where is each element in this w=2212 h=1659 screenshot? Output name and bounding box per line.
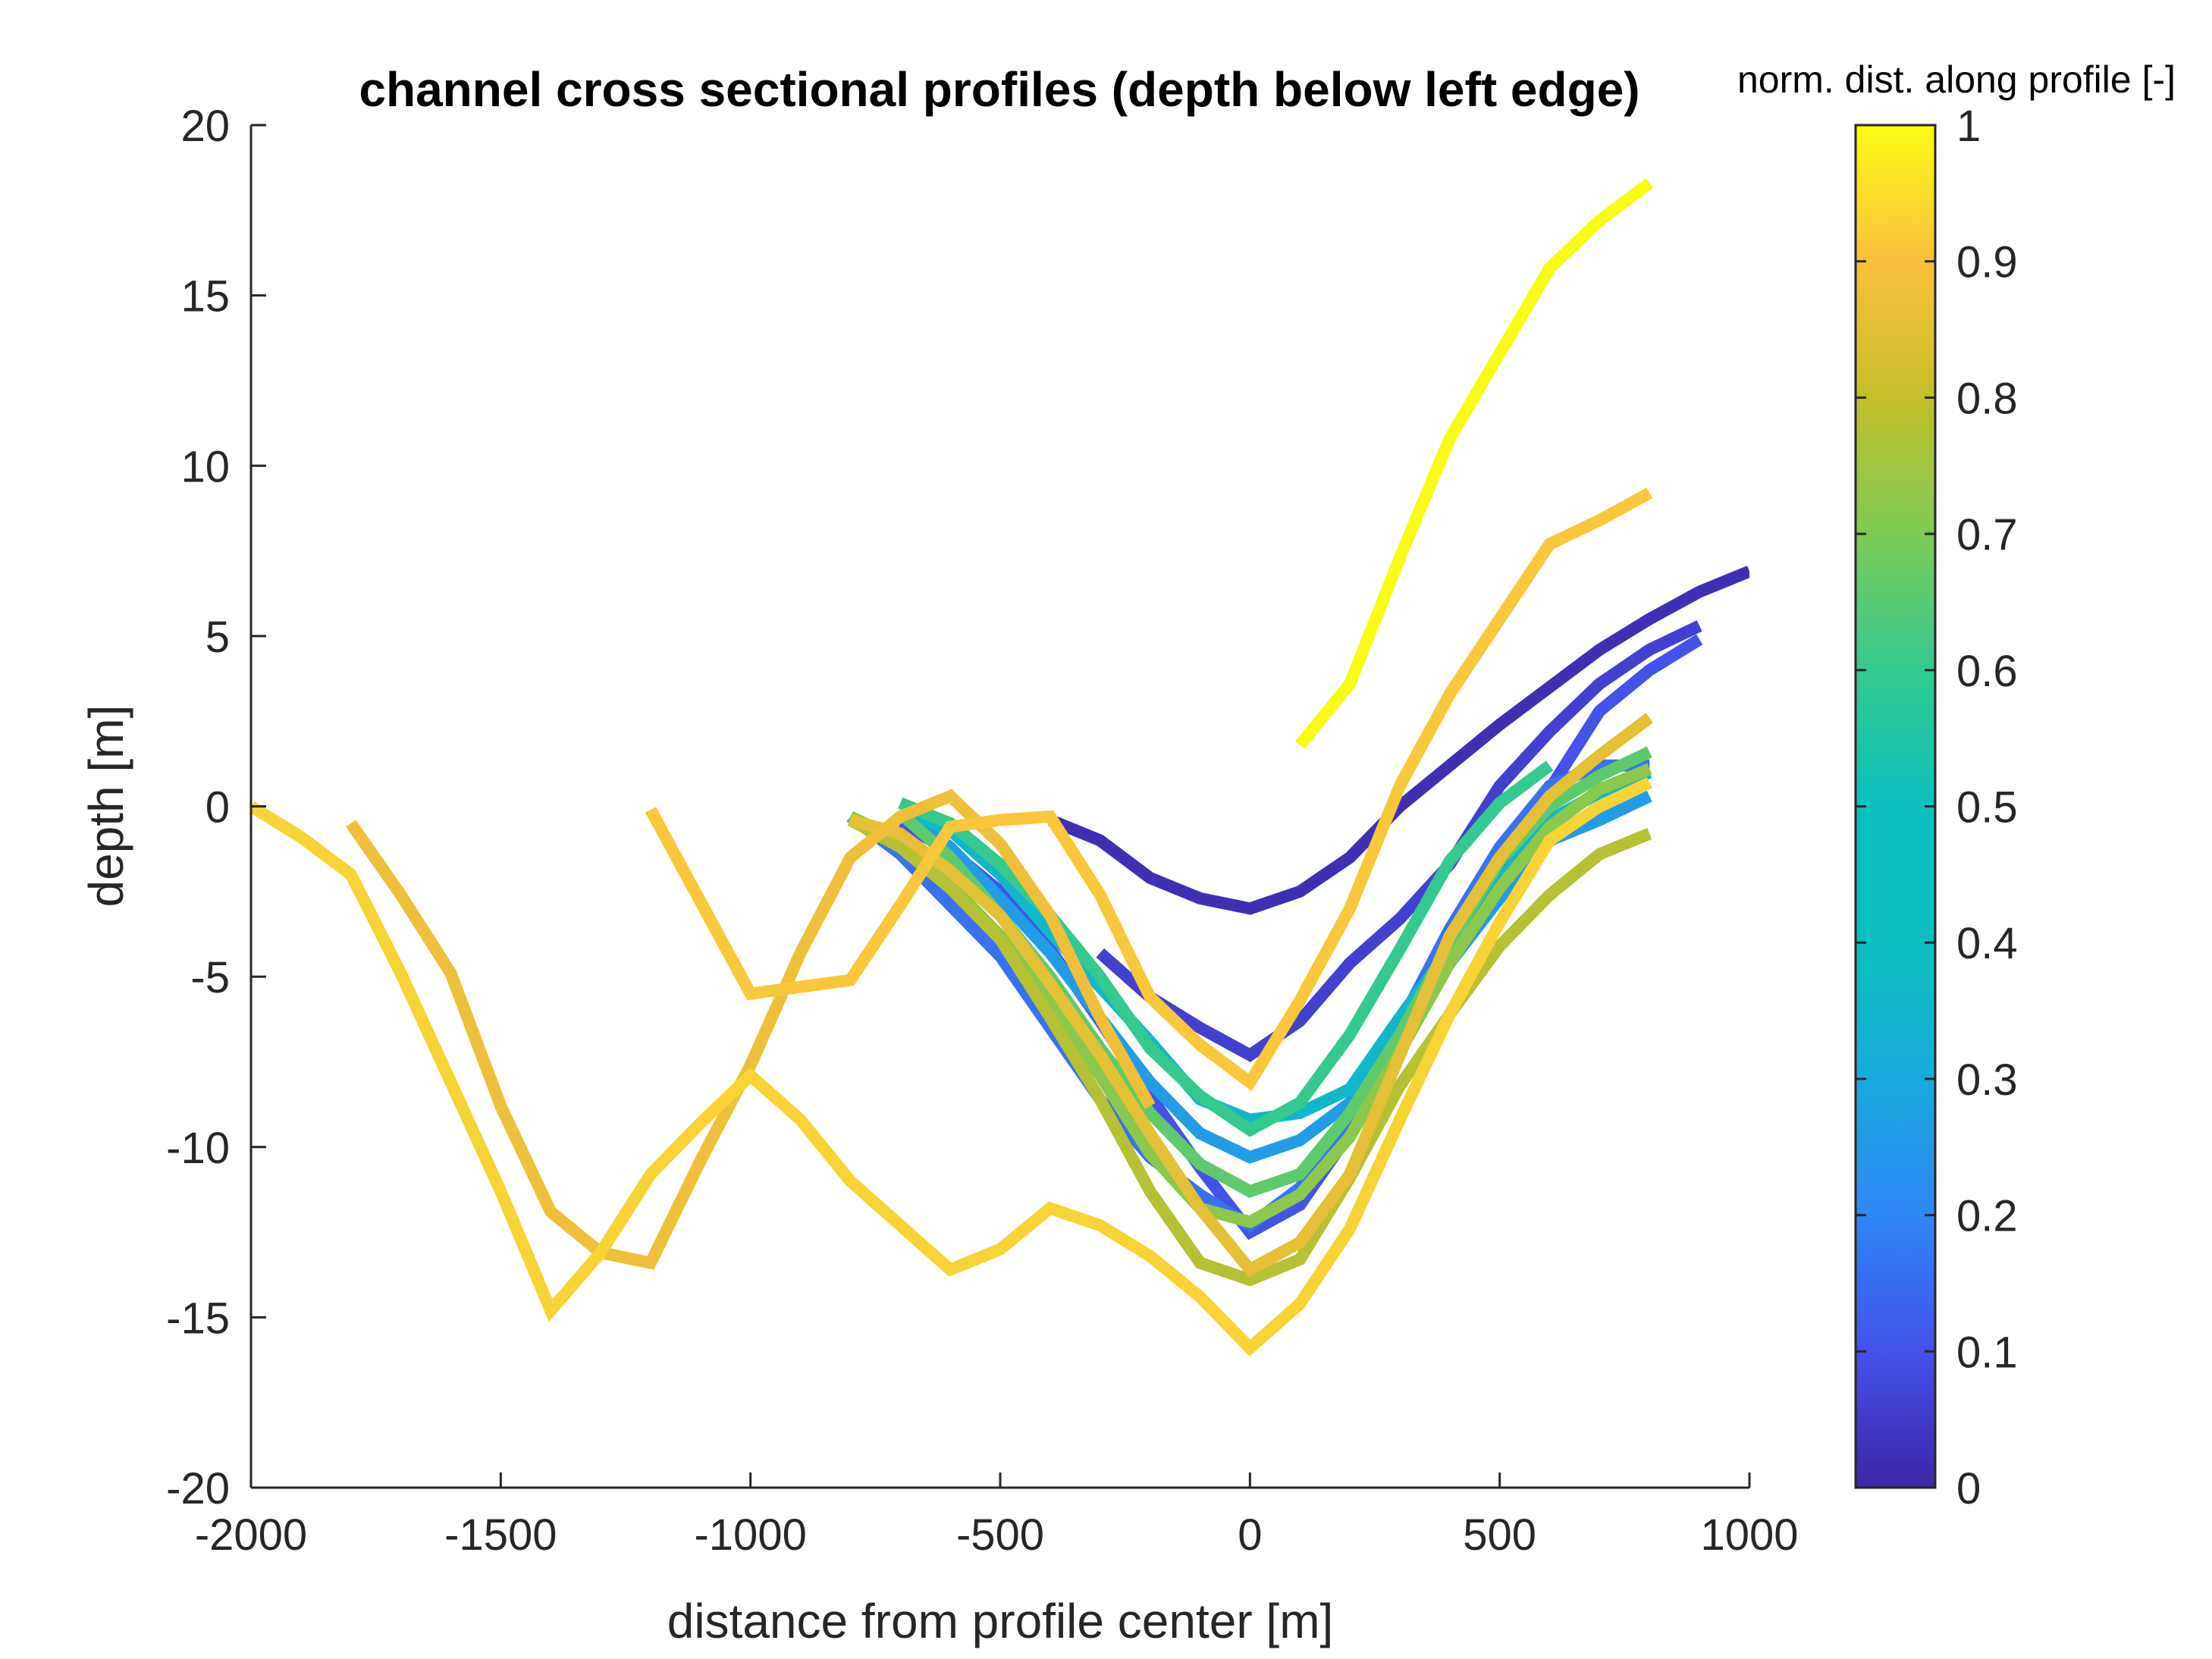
- y-tick-label: -5: [190, 953, 230, 1002]
- series-line-11: [346, 789, 1156, 1270]
- colorbar-tick-label: 0.2: [1956, 1192, 2018, 1241]
- colorbar-tick-label: 0: [1956, 1464, 1981, 1513]
- series-group: [251, 177, 1749, 1356]
- y-tick-label: -10: [166, 1124, 230, 1173]
- colorbar-tick-label: 0.7: [1956, 510, 2018, 560]
- series-line-12: [645, 488, 1653, 1092]
- x-tick-label: -1000: [694, 1510, 806, 1560]
- x-tick-label: 500: [1463, 1510, 1536, 1560]
- x-tick-label: -2000: [195, 1510, 307, 1560]
- series-line-1: [1096, 620, 1702, 1062]
- series-line-6: [898, 761, 1554, 1137]
- y-tick-label: 10: [180, 442, 230, 491]
- colorbar-tick-label: 0.9: [1956, 238, 2018, 287]
- series-line-0: [1047, 566, 1749, 915]
- series-line-13: [251, 776, 1652, 1356]
- y-tick-label: 20: [180, 102, 230, 151]
- series-line-14: [1294, 177, 1654, 749]
- colorbar: [1854, 124, 1937, 1489]
- x-tick-label: 1000: [1700, 1510, 1798, 1560]
- colorbar-tick-label: 0.5: [1956, 783, 2018, 833]
- x-tick-label: -1500: [444, 1510, 557, 1560]
- colorbar-tick-label: 0.3: [1956, 1055, 2018, 1105]
- y-tick-label: 15: [180, 272, 230, 321]
- x-ticks: -2000 -1500 -1000 -500 0 500 1000: [195, 1472, 1799, 1560]
- y-tick-label: -15: [166, 1294, 230, 1343]
- colorbar-ticks: 0 0.1 0.2 0.3 0.4 0.5 0.6 0.7 0.8 0.9 1: [1856, 102, 2018, 1513]
- series-line-9: [847, 814, 1652, 1287]
- colorbar-tick-label: 0.4: [1956, 919, 2018, 968]
- colorbar-tick-label: 1: [1956, 102, 1981, 151]
- y-ticks: -20 -15 -10 -5 0 5 10 15 20: [166, 102, 266, 1513]
- colorbar-tick-label: 0.6: [1956, 647, 2018, 696]
- y-tick-label: -20: [166, 1464, 230, 1513]
- plot-area: [251, 125, 1749, 1488]
- colorbar-tick-label: 0.8: [1956, 374, 2018, 423]
- colorbar-tick-label: 0.1: [1956, 1328, 2018, 1377]
- series-line-4: [896, 790, 1652, 1164]
- chart-title: channel cross sectional profiles (depth …: [359, 62, 1639, 117]
- x-tick-label: 0: [1238, 1510, 1262, 1560]
- series-line-10: [849, 713, 1654, 1278]
- x-tick-label: -500: [956, 1510, 1044, 1560]
- colorbar-label: norm. dist. along profile [-]: [1737, 58, 2176, 101]
- y-tick-label: 5: [206, 613, 230, 662]
- y-tick-label: 0: [206, 783, 230, 833]
- x-axis-label: distance from profile center [m]: [667, 1594, 1334, 1648]
- y-axis-label: depth [m]: [79, 705, 133, 908]
